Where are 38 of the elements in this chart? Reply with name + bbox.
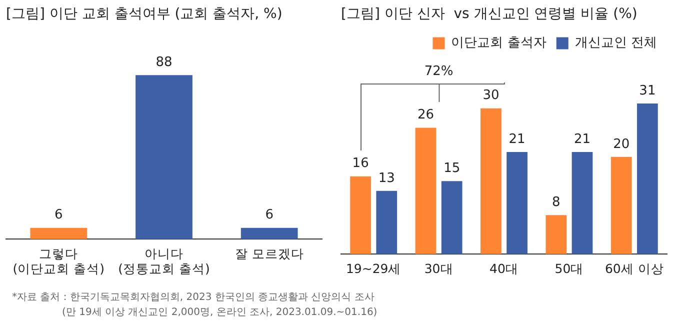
chart-title: [그림] 이단 교회 출석여부 (교회 출석자, %) (6, 6, 282, 22)
legend-label: 개신교인 전체 (574, 36, 658, 51)
text: *자료 출처 : 한국기독교목회자협의회, 2023 한국인의 종교생활과 신앙의식 조사 (12, 291, 376, 305)
legend-label: 이단교회 출석자 (451, 36, 546, 51)
x-tick-label: 40대 (490, 260, 518, 276)
bar (637, 103, 658, 254)
data-label: 31 (639, 83, 656, 98)
x-tick-label: 30대 (424, 260, 454, 276)
data-label: 8 (552, 195, 560, 210)
bar (441, 181, 462, 254)
data-label: 20 (613, 136, 630, 152)
data-label: 13 (378, 170, 395, 186)
x-tick-label: 아니다 (정통교회 출석) (118, 246, 210, 276)
data-label: 6 (54, 208, 63, 223)
data-label: 30 (482, 88, 500, 104)
x-tick-label: 그렇다 (이단교회 출석) (12, 246, 105, 276)
bar (546, 215, 567, 254)
bar (480, 108, 502, 254)
chart-title: [그림] 이단 신자 vs 개신교인 연령별 비율 (%) (341, 6, 638, 22)
bar (610, 156, 632, 254)
bar (376, 190, 398, 254)
data-label: 21 (508, 132, 526, 147)
text: 72% (423, 64, 454, 79)
bar (572, 152, 593, 254)
data-label: 21 (574, 132, 591, 147)
data-label: 6 (265, 208, 274, 223)
x-tick-label: 19~29세 (346, 260, 402, 276)
text: (만 19세 이상 개신교인 2,000명, 온라인 조사, 2023.01.09.~01.16) (61, 306, 378, 320)
data-label: 15 (444, 161, 460, 176)
data-label: 88 (156, 55, 172, 70)
x-tick-label: 잘 모르겠다 (234, 246, 304, 261)
bar (350, 176, 371, 254)
bar (415, 128, 436, 254)
x-tick-label: 60세 이상 (604, 260, 664, 276)
x-tick-label: 50대 (554, 260, 584, 276)
bar (506, 152, 528, 254)
data-label: 26 (417, 108, 434, 123)
data-label: 16 (352, 156, 369, 172)
